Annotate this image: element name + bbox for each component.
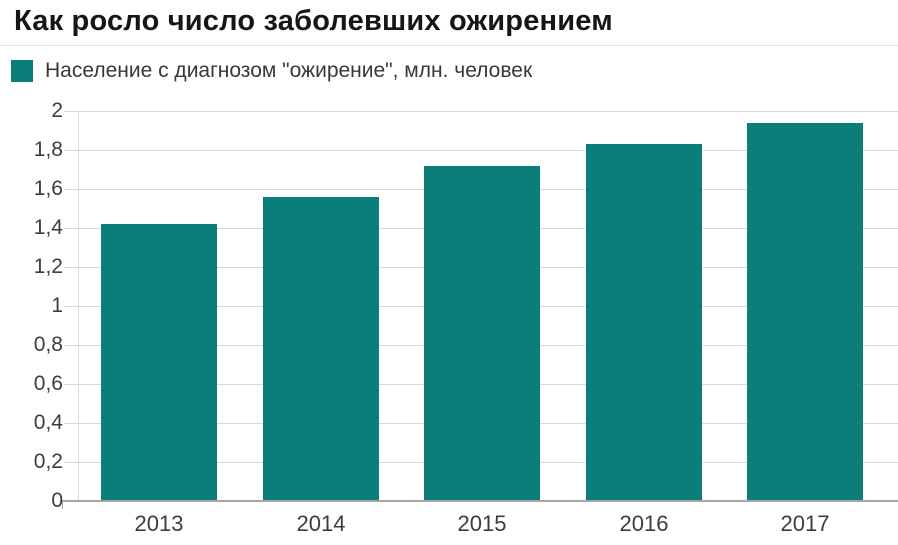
x-axis-label-2013: 2013 <box>134 511 184 536</box>
y-axis-tick-label: 0,6 <box>33 372 63 395</box>
x-axis-line <box>62 500 898 502</box>
bar-2013 <box>101 224 217 501</box>
y-axis-tick-label: 0,2 <box>33 450 63 473</box>
legend-label: Население с диагнозом "ожирение", млн. ч… <box>45 59 533 82</box>
y-axis-tick-label: 1 <box>51 294 63 317</box>
bar-2016 <box>586 144 702 501</box>
x-axis-label-2015: 2015 <box>457 511 507 536</box>
legend-swatch-icon <box>11 60 33 82</box>
y-axis-tick-label: 1,2 <box>33 255 63 278</box>
x-axis-end-tick <box>62 500 63 509</box>
y-axis-tick-label: 0 <box>51 489 63 512</box>
y-axis-tick-label: 1,6 <box>33 177 63 200</box>
legend: Население с диагнозом "ожирение", млн. ч… <box>11 59 532 83</box>
y-axis-line <box>78 111 79 501</box>
y-axis-tick-label: 2 <box>51 99 63 122</box>
bar-2015 <box>424 166 540 501</box>
y-axis-tick-label: 1,8 <box>33 138 63 161</box>
x-axis-label-2016: 2016 <box>619 511 669 536</box>
bar-2017 <box>747 123 863 501</box>
x-axis-label-2014: 2014 <box>296 511 346 536</box>
gridline <box>64 111 898 112</box>
gridline <box>64 150 898 151</box>
chart-title: Как росло число заболевших ожирением <box>14 5 613 37</box>
x-axis-label-2017: 2017 <box>780 511 830 536</box>
y-axis-tick-label: 1,4 <box>33 216 63 239</box>
bar-2014 <box>263 197 379 501</box>
y-axis-tick-label: 0,4 <box>33 411 63 434</box>
y-axis-tick-label: 0,8 <box>33 333 63 356</box>
title-divider <box>0 45 898 46</box>
